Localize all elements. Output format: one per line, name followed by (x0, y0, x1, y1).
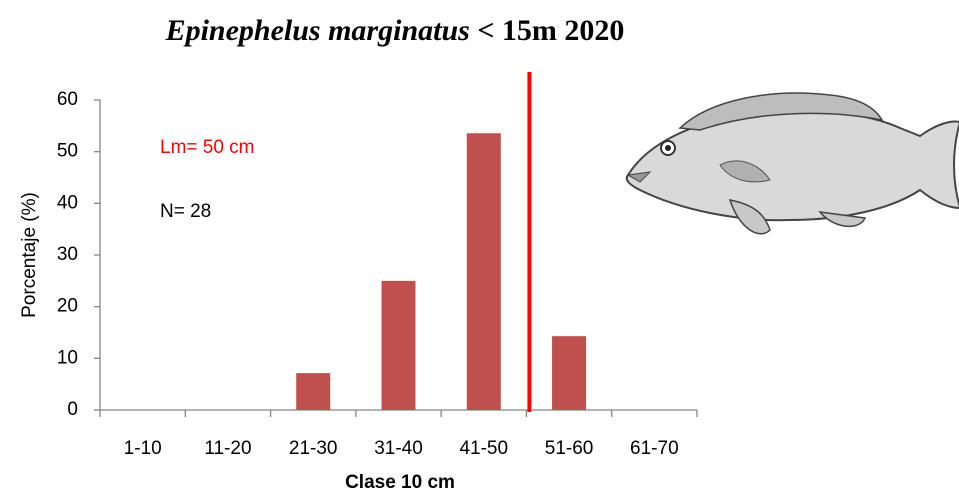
x-tick-label: 51-60 (545, 438, 594, 459)
fish-illustration (625, 92, 959, 235)
annotation-n: N= 28 (160, 201, 211, 222)
y-tick-label: 40 (57, 192, 78, 213)
bar (381, 280, 416, 410)
bar (552, 336, 587, 410)
bar (466, 133, 501, 410)
y-tick-label: 50 (57, 141, 78, 162)
x-tick-label: 41-50 (459, 438, 508, 459)
y-axis-label: Porcentaje (%) (19, 192, 40, 318)
y-tick-label: 10 (57, 347, 78, 368)
x-tick-label: 31-40 (374, 438, 423, 459)
title-species: Epinephelus marginatus (165, 14, 470, 47)
y-tick-label: 60 (57, 89, 78, 110)
title-suffix: < 15m 2020 (477, 14, 624, 47)
y-tick-label: 0 (67, 399, 78, 420)
bar (296, 373, 331, 410)
chart-title: Epinephelus marginatus < 15m 2020 (165, 14, 625, 47)
x-axis-label: Clase 10 cm (345, 472, 455, 492)
x-tick-label: 61-70 (630, 438, 679, 459)
x-tick-label: 21-30 (289, 438, 338, 459)
x-tick-label: 11-20 (204, 438, 251, 459)
y-tick-label: 20 (57, 296, 78, 317)
annotation-lm: Lm= 50 cm (160, 137, 255, 158)
y-tick-label: 30 (57, 244, 78, 265)
x-tick-label: 1-10 (124, 438, 162, 459)
